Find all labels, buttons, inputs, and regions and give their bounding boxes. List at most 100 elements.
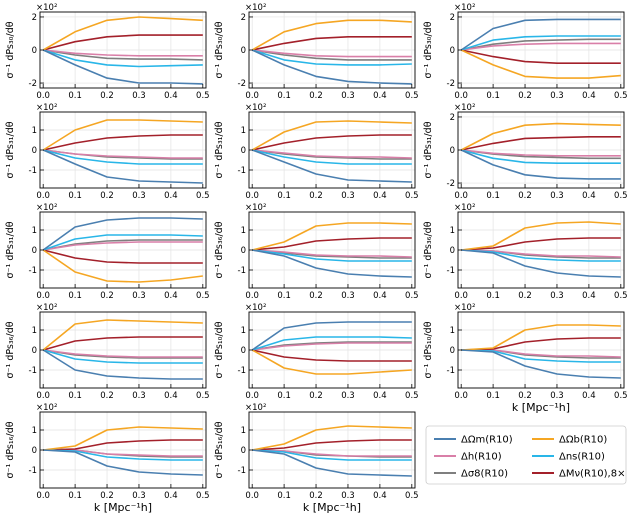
y-axis-label: σ⁻¹ dPs₃₁/dθ	[423, 121, 434, 178]
series-line-h	[461, 42, 621, 51]
series-line-h	[43, 349, 203, 358]
x-tick-label: 0.2	[518, 391, 532, 401]
y-tick-label: 2	[32, 13, 37, 23]
series-line-Mnu	[43, 134, 203, 151]
series-line-h	[461, 149, 621, 157]
y-tick-label: -1	[238, 366, 246, 376]
x-tick-label: 0.3	[341, 491, 355, 501]
x-tick-label: 0.0	[36, 291, 50, 301]
series-line-Mnu	[252, 35, 412, 51]
x-tick-label: 0.0	[245, 391, 259, 401]
y-tick-label: 2	[241, 13, 246, 23]
x-tick-label: 0.3	[132, 191, 146, 201]
x-tick-label: 0.5	[405, 391, 419, 401]
x-tick-label: 0.3	[132, 91, 146, 101]
x-tick-label: 0.5	[614, 91, 628, 101]
y-tick-label: 0	[241, 146, 246, 156]
series-line-ns	[252, 149, 412, 165]
x-tick-label: 0.4	[373, 91, 387, 101]
y-multiplier-label: ×10²	[245, 203, 266, 213]
series-line-Ob	[43, 426, 203, 451]
series-line-Mnu	[43, 249, 203, 264]
y-multiplier-label: ×10²	[36, 103, 57, 113]
series-line-Ob	[461, 324, 621, 351]
y-multiplier-label: ×10²	[245, 3, 266, 13]
x-tick-label: 0.0	[36, 191, 50, 201]
series-line-h	[461, 249, 621, 258]
series-line-h	[43, 241, 203, 251]
series-line-Om	[42, 49, 203, 85]
y-tick-label: 1	[241, 426, 246, 436]
series-line-ns	[42, 49, 203, 68]
y-tick-label: 2	[450, 13, 455, 23]
y-tick-label: -1	[29, 266, 37, 276]
series-line-Ob	[251, 349, 412, 375]
series-line-h	[461, 349, 621, 358]
series-line-Om	[252, 449, 412, 477]
x-tick-label: 0.5	[196, 491, 210, 501]
y-tick-label: 0	[450, 246, 455, 256]
y-axis-label: σ⁻¹ dPs₃₆/dθ	[5, 321, 16, 378]
y-multiplier-label: ×10²	[454, 3, 475, 13]
y-tick-label: -1	[238, 166, 246, 176]
series-line-Om	[460, 18, 621, 51]
y-tick-label: -1	[238, 266, 246, 276]
series-line-s8	[43, 49, 203, 61]
x-tick-label: 0.2	[100, 91, 114, 101]
series-line-s8	[252, 341, 412, 351]
x-tick-label: 0.1	[277, 191, 291, 201]
x-tick-label: 0.1	[68, 491, 82, 501]
series-line-Om	[251, 321, 412, 351]
x-tick-label: 0.3	[341, 91, 355, 101]
x-tick-label: 0.5	[196, 191, 210, 201]
x-tick-label: 0.2	[518, 91, 532, 101]
x-tick-label: 0.0	[245, 491, 259, 501]
series-line-Om	[251, 149, 412, 183]
y-tick-label: 2	[450, 113, 455, 123]
series-line-Ob	[460, 122, 621, 151]
series-line-ns	[252, 249, 412, 262]
x-tick-label: 0.1	[486, 291, 500, 301]
y-tick-label: 0	[32, 446, 37, 456]
series-line-Om	[460, 149, 621, 180]
y-multiplier-label: ×10²	[454, 303, 475, 313]
x-tick-label: 0.2	[309, 191, 323, 201]
x-axis-label: k [Mpc⁻¹h]	[512, 401, 570, 414]
x-tick-label: 0.3	[341, 391, 355, 401]
y-tick-label: 1	[241, 226, 246, 236]
series-line-s8	[252, 249, 412, 259]
x-tick-label: 0.0	[454, 91, 468, 101]
x-tick-label: 0.2	[100, 391, 114, 401]
x-tick-label: 0.5	[196, 91, 210, 101]
y-axis-label: σ⁻¹ dPs₃₀/dθ	[423, 21, 434, 78]
series-line-Ob	[251, 19, 412, 51]
y-tick-label: 1	[241, 126, 246, 136]
series-line-ns	[42, 234, 203, 251]
x-tick-label: 0.4	[164, 491, 178, 501]
y-tick-label: -1	[447, 366, 455, 376]
x-tick-label: 0.2	[309, 91, 323, 101]
series-line-ns	[461, 249, 621, 262]
x-tick-label: 0.3	[550, 391, 564, 401]
series-line-ns	[251, 49, 412, 66]
legend-box	[425, 425, 627, 485]
legend-label-ns: Δns(R10)	[559, 452, 605, 463]
x-tick-label: 0.1	[486, 91, 500, 101]
series-line-Mnu	[252, 237, 412, 251]
y-tick-label: -1	[29, 366, 37, 376]
y-tick-label: 0	[450, 46, 455, 56]
x-tick-label: 0.5	[614, 391, 628, 401]
series-line-Mnu	[42, 336, 203, 351]
y-tick-label: -1	[29, 466, 37, 476]
x-tick-label: 0.1	[277, 391, 291, 401]
y-tick-label: -2	[447, 179, 455, 189]
series-line-h	[252, 149, 412, 159]
x-tick-label: 0.0	[245, 191, 259, 201]
series-line-Mnu	[252, 439, 412, 451]
y-tick-label: -1	[238, 466, 246, 476]
x-tick-label: 0.1	[68, 191, 82, 201]
series-line-s8	[252, 149, 412, 160]
y-tick-label: 0	[241, 346, 246, 356]
y-tick-label: 0	[32, 146, 37, 156]
y-tick-label: 0	[241, 46, 246, 56]
